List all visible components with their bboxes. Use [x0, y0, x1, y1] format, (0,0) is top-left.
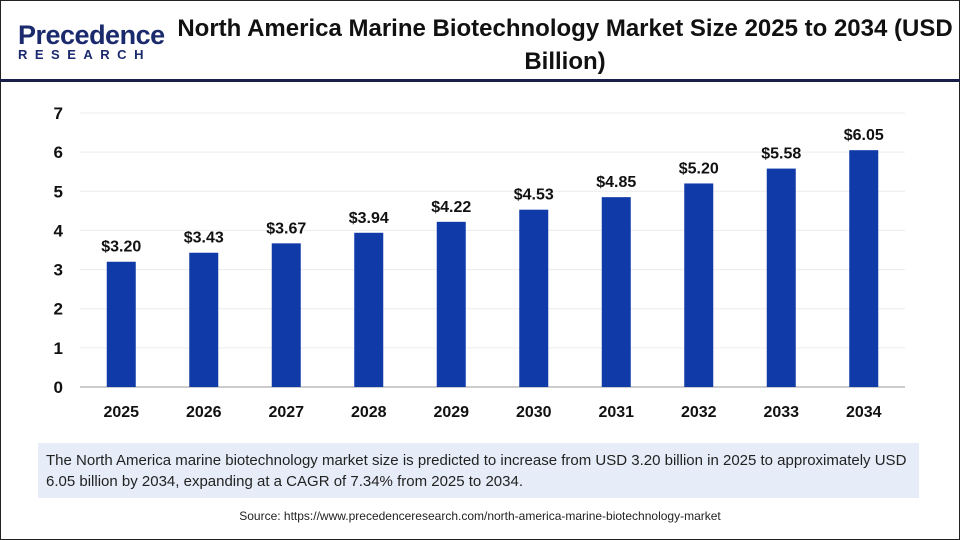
logo-line2: RESEARCH	[18, 47, 151, 62]
x-tick-label: 2029	[433, 404, 469, 421]
logo-line1: Precedence	[18, 20, 165, 50]
header-divider	[0, 79, 960, 82]
bar-2029	[436, 221, 466, 387]
y-tick-label: 3	[54, 261, 63, 280]
x-tick-label: 2034	[846, 404, 882, 421]
data-label: $3.67	[266, 220, 306, 237]
y-tick-label: 1	[54, 339, 63, 358]
bar-2027	[271, 243, 301, 387]
data-label: $4.53	[514, 187, 554, 204]
bar-2025	[106, 261, 136, 387]
y-tick-label: 7	[54, 104, 63, 123]
y-tick-label: 6	[54, 143, 63, 162]
bar-2034	[849, 150, 879, 387]
data-label: $3.43	[184, 230, 224, 247]
x-tick-label: 2028	[351, 404, 387, 421]
data-label: $4.85	[596, 174, 636, 191]
bar-2033	[766, 168, 796, 387]
x-tick-label: 2032	[681, 404, 717, 421]
y-tick-label: 5	[54, 182, 63, 201]
logo: Precedence RESEARCH	[18, 20, 165, 63]
chart-title: North America Marine Biotechnology Marke…	[177, 15, 953, 75]
x-tick-label: 2025	[103, 404, 139, 421]
data-label: $3.20	[101, 239, 141, 256]
y-tick-label: 4	[54, 221, 64, 240]
data-label: $5.20	[679, 160, 719, 177]
data-label: $4.22	[431, 199, 471, 216]
data-label: $3.94	[349, 210, 389, 227]
y-tick-label: 0	[54, 378, 63, 397]
source-text: Source: https://www.precedenceresearch.c…	[239, 509, 721, 523]
data-label: $6.05	[844, 127, 884, 144]
y-tick-label: 2	[54, 300, 63, 319]
x-tick-label: 2030	[516, 404, 552, 421]
bar-2026	[189, 252, 219, 387]
x-tick-label: 2027	[268, 404, 304, 421]
bar-2032	[684, 183, 714, 387]
x-tick-label: 2026	[186, 404, 222, 421]
bar-2030	[519, 209, 549, 387]
bar-2028	[354, 232, 384, 387]
summary-note: The North America marine biotechnology m…	[38, 443, 919, 498]
x-tick-label: 2031	[598, 404, 634, 421]
bar-2031	[601, 197, 631, 387]
x-tick-label: 2033	[763, 404, 799, 421]
data-label: $5.58	[761, 146, 801, 163]
